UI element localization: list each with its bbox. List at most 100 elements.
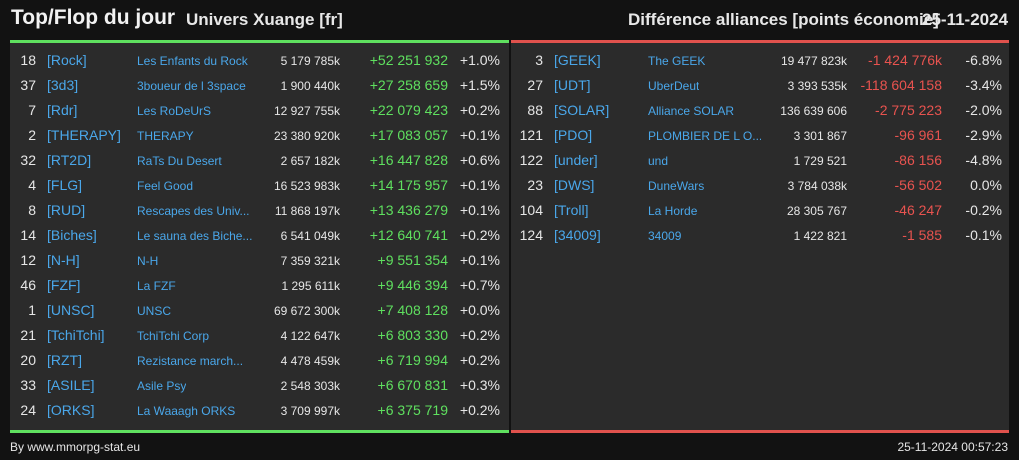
flop-panel: 3 [GEEK] The GEEK 19 477 823k -1 424 776k -6.… xyxy=(511,40,1009,433)
rank-cell: 2 xyxy=(28,127,36,143)
alliance-name-link[interactable]: Le sauna des Biche... xyxy=(137,229,253,243)
category-label: Différence alliances [points économie] xyxy=(628,10,939,29)
points-cell: 3 784 038k xyxy=(787,179,847,193)
footer-bar: By www.mmorpg-stat.eu 25-11-2024 00:57:2… xyxy=(0,436,1019,460)
alliance-tag-link[interactable]: [UDT] xyxy=(554,77,591,93)
rank-cell: 32 xyxy=(20,152,36,168)
alliance-tag-link[interactable]: [UNSC] xyxy=(47,302,95,318)
alliance-name-link[interactable]: La Horde xyxy=(648,204,698,218)
alliance-tag-link[interactable]: [34009] xyxy=(554,227,601,243)
rank-cell: 4 xyxy=(28,177,36,193)
alliance-name-link[interactable]: UberDeut xyxy=(648,79,700,93)
list-item: 121 [PDO] PLOMBIER DE L O... 3 301 867 -96 9… xyxy=(511,125,1009,150)
rank-cell: 124 xyxy=(519,227,543,243)
alliance-tag-link[interactable]: [ORKS] xyxy=(47,402,95,418)
alliance-tag-link[interactable]: [THERAPY] xyxy=(47,127,121,143)
rank-cell: 24 xyxy=(20,402,36,418)
alliance-name-link[interactable]: Les RoDeUrS xyxy=(137,104,212,118)
points-cell: 28 305 767 xyxy=(786,204,847,218)
list-item: 12 [N-H] N-H 7 359 321k +9 551 354 +0.1% xyxy=(10,250,509,275)
rank-cell: 121 xyxy=(519,127,543,143)
alliance-name-link[interactable]: UNSC xyxy=(137,304,172,318)
diff-cell: +9 551 354 xyxy=(377,252,448,268)
alliance-tag-link[interactable]: [Rock] xyxy=(47,52,87,68)
diff-cell: +17 083 057 xyxy=(369,127,448,143)
alliance-tag-link[interactable]: [RT2D] xyxy=(47,152,92,168)
alliance-name-link[interactable]: TchiTchi Corp xyxy=(137,329,210,343)
alliance-name-link[interactable]: Alliance SOLAR xyxy=(648,104,735,118)
list-item: 23 [DWS] DuneWars 3 784 038k -56 502 0.0% xyxy=(511,175,1009,200)
alliance-tag-link[interactable]: [SOLAR] xyxy=(554,102,610,118)
alliance-tag-link[interactable]: [under] xyxy=(554,152,598,168)
alliance-name-link[interactable]: 34009 xyxy=(648,229,682,243)
alliance-name-link[interactable]: Feel Good xyxy=(137,179,194,193)
rank-cell: 20 xyxy=(20,352,36,368)
points-cell: 1 900 440k xyxy=(280,79,340,93)
alliance-name-link[interactable]: Les Enfants du Rock xyxy=(137,54,248,68)
percent-cell: +0.2% xyxy=(459,227,500,243)
alliance-tag-link[interactable]: [ASILE] xyxy=(47,377,95,393)
alliance-name-link[interactable]: The GEEK xyxy=(648,54,706,68)
alliance-tag-link[interactable]: [Biches] xyxy=(47,227,97,243)
diff-cell: -1 424 776k xyxy=(868,52,942,68)
diff-cell: -118 604 158 xyxy=(860,77,942,93)
alliance-name-link[interactable]: RaTs Du Desert xyxy=(137,154,222,168)
diff-cell: +16 447 828 xyxy=(369,152,448,168)
points-cell: 2 657 182k xyxy=(280,154,340,168)
alliance-tag-link[interactable]: [3d3] xyxy=(47,77,79,93)
alliance-tag-link[interactable]: [PDO] xyxy=(554,127,593,143)
percent-cell: +0.6% xyxy=(459,152,500,168)
list-item: 1 [UNSC] UNSC 69 672 300k +7 408 128 +0.0% xyxy=(10,300,509,325)
alliance-tag-link[interactable]: [Troll] xyxy=(554,202,589,218)
alliance-name-link[interactable]: und xyxy=(648,154,669,168)
alliance-tag-link[interactable]: [TchiTchi] xyxy=(47,327,105,343)
alliance-name-link[interactable]: La Waaagh ORKS xyxy=(137,404,236,418)
list-item: 37 [3d3] 3boueur de l 3space 1 900 440k +27 … xyxy=(10,75,509,100)
alliance-name-link[interactable]: PLOMBIER DE L O... xyxy=(648,129,761,143)
alliance-tag-link[interactable]: [N-H] xyxy=(47,252,80,268)
alliance-name-link[interactable]: Rescapes des Univ... xyxy=(137,204,250,218)
alliance-tag-link[interactable]: [FLG] xyxy=(47,177,83,193)
alliance-name-link[interactable]: THERAPY xyxy=(137,129,194,143)
alliance-name-link[interactable]: 3boueur de l 3space xyxy=(137,79,246,93)
points-cell: 12 927 755k xyxy=(273,104,340,118)
percent-cell: -4.8% xyxy=(965,152,1002,168)
alliance-tag-link[interactable]: [Rdr] xyxy=(47,102,78,118)
points-cell: 5 179 785k xyxy=(280,54,340,68)
list-item: 33 [ASILE] Asile Psy 2 548 303k +6 670 831 +0… xyxy=(10,375,509,400)
list-item: 8 [RUD] Rescapes des Univ... 11 868 197k +13… xyxy=(10,200,509,225)
rank-cell: 14 xyxy=(20,227,36,243)
points-cell: 136 639 606 xyxy=(780,104,847,118)
rank-cell: 104 xyxy=(519,202,543,218)
alliance-name-link[interactable]: N-H xyxy=(137,254,159,268)
list-item: 2 [THERAPY] THERAPY 23 380 920k +17 083 057 +… xyxy=(10,125,509,150)
percent-cell: +1.0% xyxy=(459,52,500,68)
rank-cell: 37 xyxy=(20,77,36,93)
points-cell: 3 709 997k xyxy=(280,404,340,418)
rank-cell: 12 xyxy=(20,252,36,268)
alliance-tag-link[interactable]: [FZF] xyxy=(47,277,81,293)
alliance-tag-link[interactable]: [DWS] xyxy=(554,177,595,193)
rank-cell: 7 xyxy=(28,102,36,118)
alliance-name-link[interactable]: La FZF xyxy=(137,279,176,293)
diff-cell: -1 585 xyxy=(902,227,942,243)
alliance-tag-link[interactable]: [GEEK] xyxy=(554,52,601,68)
flop-list: 3 [GEEK] The GEEK 19 477 823k -1 424 776k -6.… xyxy=(511,50,1009,250)
credit-link[interactable]: By www.mmorpg-stat.eu xyxy=(10,440,141,454)
rank-cell: 18 xyxy=(20,52,36,68)
points-cell: 16 523 983k xyxy=(273,179,340,193)
list-item: 124 [34009] 34009 1 422 821 -1 585 -0.1% xyxy=(511,225,1009,250)
list-item: 3 [GEEK] The GEEK 19 477 823k -1 424 776k -6.… xyxy=(511,50,1009,75)
page-title: Top/Flop du jour xyxy=(11,6,176,29)
list-item: 20 [RZT] Rezistance march... 4 478 459k +6 7… xyxy=(10,350,509,375)
universe-label: Univers Xuange [fr] xyxy=(186,10,343,29)
alliance-tag-link[interactable]: [RZT] xyxy=(47,352,82,368)
alliance-name-link[interactable]: Rezistance march... xyxy=(137,354,244,368)
alliance-name-link[interactable]: Asile Psy xyxy=(137,379,187,393)
percent-cell: +0.1% xyxy=(459,177,500,193)
percent-cell: +0.1% xyxy=(459,252,500,268)
diff-cell: +6 803 330 xyxy=(377,327,448,343)
alliance-name-link[interactable]: DuneWars xyxy=(648,179,705,193)
list-item: 122 [under] und 1 729 521 -86 156 -4.8% xyxy=(511,150,1009,175)
alliance-tag-link[interactable]: [RUD] xyxy=(47,202,86,218)
